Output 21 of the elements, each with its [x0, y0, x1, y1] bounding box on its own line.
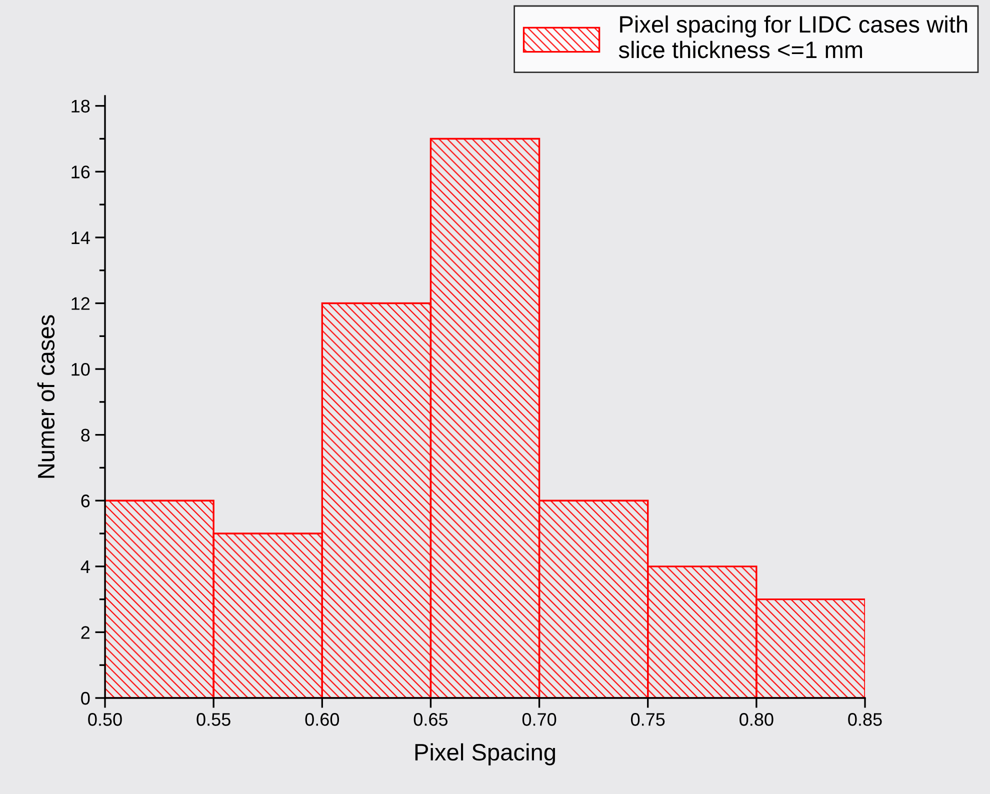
x-tick-label: 0.80 [740, 713, 774, 726]
x-tick-label: 0.60 [305, 713, 340, 726]
y-tick-label: 12 [72, 297, 90, 310]
y-axis-title: Numer of cases [37, 315, 55, 478]
y-tick-label: 18 [72, 100, 90, 113]
y-tick-label: 6 [81, 494, 90, 508]
x-tick-label: 0.65 [414, 713, 448, 726]
x-axis-title: Pixel Spacing [415, 743, 556, 766]
x-tick-label: 0.75 [630, 713, 665, 726]
y-tick-label: 0 [81, 692, 90, 705]
x-tick-label: 0.50 [88, 713, 122, 726]
y-tick-label: 8 [81, 428, 90, 442]
x-tick-label: 0.85 [848, 713, 882, 726]
y-tick-label: 2 [81, 626, 90, 639]
y-tick-label: 10 [72, 362, 90, 376]
legend-label: Pixel spacing for LIDC cases with slice thickness <=1 mm [618, 15, 968, 58]
y-tick-label: 14 [72, 232, 90, 244]
x-tick-label: 0.55 [196, 713, 230, 726]
y-tick-label: 16 [72, 166, 90, 178]
x-tick-label: 0.70 [522, 713, 556, 726]
y-tick-label: 4 [80, 560, 90, 573]
